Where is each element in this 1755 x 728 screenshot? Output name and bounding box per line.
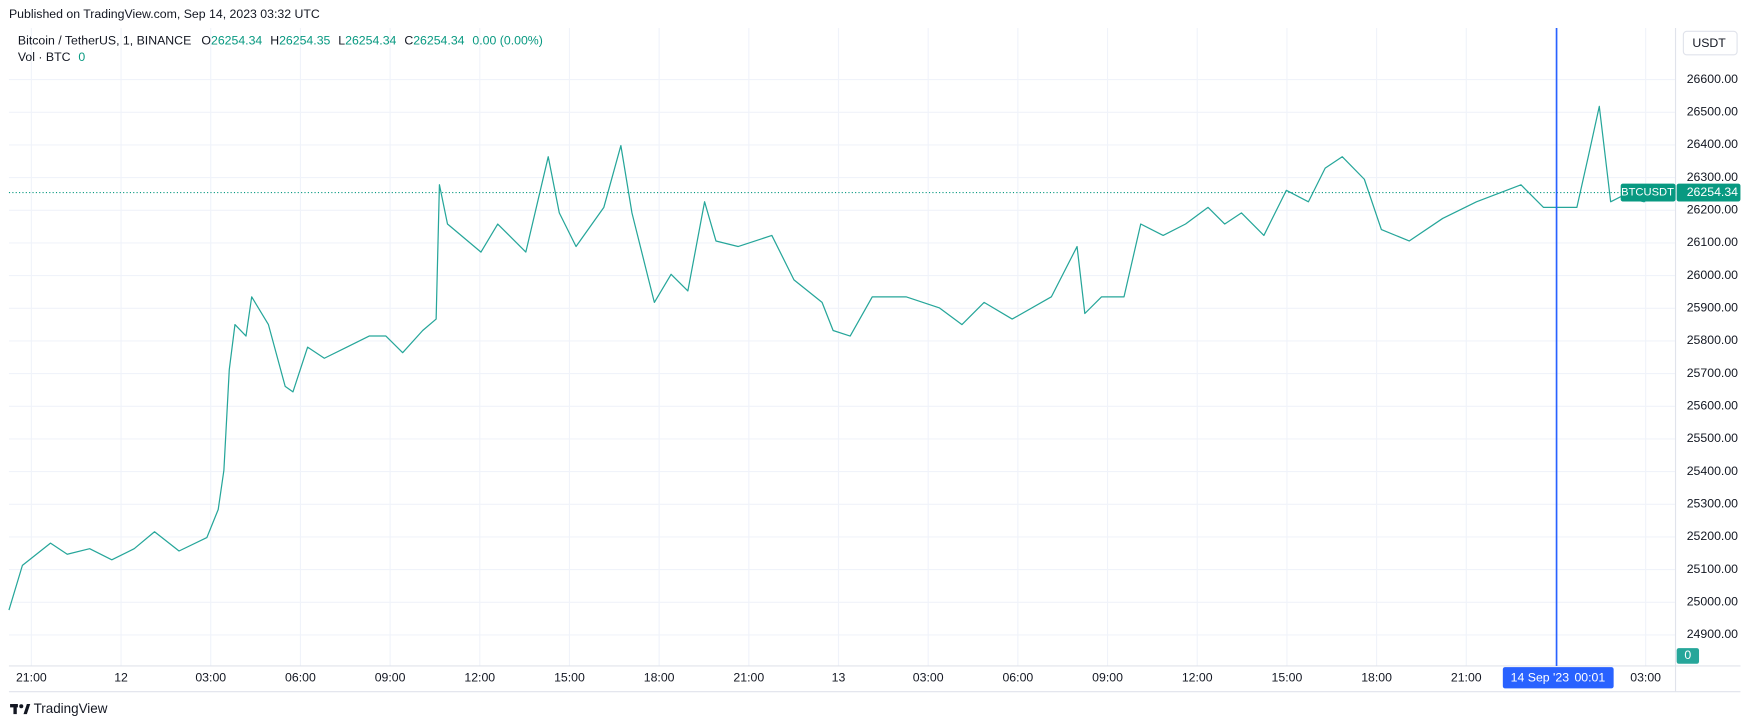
- y-tick-label: 25100.00: [1687, 562, 1738, 576]
- x-tick-label: 06:00: [1002, 671, 1033, 685]
- volume-badge-label: 0: [1684, 648, 1691, 662]
- change: 0.00 (0.00%): [472, 34, 542, 48]
- y-tick-label: 24900.00: [1687, 627, 1738, 641]
- volume-label: Vol · BTC: [18, 50, 71, 64]
- x-tick-label: 06:00: [285, 671, 316, 685]
- logo-part: [13, 704, 17, 715]
- logo-part: [19, 704, 24, 709]
- x-tick-label: 09:00: [375, 671, 406, 685]
- x-tick-label: 03:00: [195, 671, 226, 685]
- x-tick-label: 12:00: [1182, 671, 1213, 685]
- ohlc-label: L: [338, 34, 345, 48]
- ohlc-value: 26254.35: [279, 34, 330, 48]
- x-tick-label: 18:00: [1361, 671, 1392, 685]
- ohlc-label: C: [404, 34, 413, 48]
- y-tick-label: 25000.00: [1687, 595, 1738, 609]
- y-tick-label: 26100.00: [1687, 235, 1738, 249]
- price-line: [8, 105, 1673, 611]
- y-tick-label: 25900.00: [1687, 301, 1738, 315]
- x-tick-label: 21:00: [733, 671, 764, 685]
- currency-label[interactable]: USDT: [1692, 36, 1726, 50]
- volume-legend: Vol · BTC 0: [18, 50, 86, 64]
- x-tick-label: 09:00: [1092, 671, 1123, 685]
- y-tick-label: 25700.00: [1687, 366, 1738, 380]
- y-tick-label: 26000.00: [1687, 268, 1738, 282]
- y-tick-label: 25500.00: [1687, 431, 1738, 445]
- ohlc-label: H: [270, 34, 279, 48]
- x-tick-label: 03:00: [913, 671, 944, 685]
- y-tick-label: 25600.00: [1687, 399, 1738, 413]
- y-tick-label: 25800.00: [1687, 333, 1738, 347]
- x-tick-label: 03:00: [1630, 671, 1661, 685]
- x-tick-label: 15:00: [1272, 671, 1303, 685]
- crosshair-time-badge: [1502, 667, 1614, 689]
- brand-name: TradingView: [34, 701, 108, 716]
- ohlc-value: 26254.34: [211, 34, 262, 48]
- legend-line: Bitcoin / TetherUS, 1, BINANCE O26254.34…: [18, 34, 543, 48]
- grid-layer: [8, 27, 1676, 666]
- symbol-title: Bitcoin / TetherUS, 1, BINANCE: [18, 34, 191, 48]
- price-badge: [1676, 183, 1741, 202]
- y-tick-label: 25300.00: [1687, 497, 1738, 511]
- ohlc-value: 26254.34: [345, 34, 396, 48]
- x-tick-label: 12:00: [464, 671, 495, 685]
- y-tick-label: 25200.00: [1687, 529, 1738, 543]
- ohlc-label: O: [201, 34, 211, 48]
- x-tick-label: 15:00: [554, 671, 585, 685]
- symbol-badge: [1620, 183, 1676, 202]
- y-tick-label: 26500.00: [1687, 105, 1738, 119]
- price-badge-label: 26254.34: [1687, 185, 1738, 199]
- x-tick-label: 18:00: [644, 671, 675, 685]
- y-tick-label: 26300.00: [1687, 170, 1738, 184]
- volume-badge: [1676, 648, 1700, 664]
- y-tick-label: 25400.00: [1687, 464, 1738, 478]
- crosshair-date: 14 Sep '23: [1511, 671, 1570, 685]
- y-tick-label: 26400.00: [1687, 137, 1738, 151]
- x-tick-label: 13: [832, 671, 846, 685]
- crosshair-time: 00:01: [1574, 671, 1605, 685]
- published-note: Published on TradingView.com, Sep 14, 20…: [9, 7, 320, 21]
- x-tick-label: 21:00: [16, 671, 47, 685]
- x-tick-label: 21:00: [1451, 671, 1482, 685]
- volume-value: 0: [78, 50, 85, 64]
- ohlc-value: 26254.34: [413, 34, 464, 48]
- y-tick-label: 26200.00: [1687, 203, 1738, 217]
- currency-button[interactable]: [1682, 30, 1738, 56]
- logo-part: [23, 704, 31, 715]
- y-tick-label: 26600.00: [1687, 72, 1738, 86]
- symbol-badge-label: BTCUSDT: [1621, 186, 1674, 198]
- x-tick-label: 12: [114, 671, 128, 685]
- brand-logo: [10, 704, 31, 715]
